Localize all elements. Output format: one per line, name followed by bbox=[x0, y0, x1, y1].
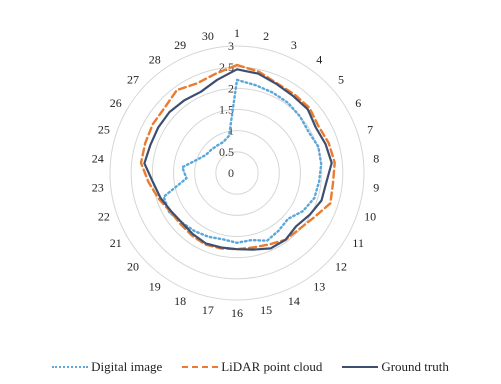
category-labels: 1 234567891011121314151617181920212223242… bbox=[92, 26, 379, 320]
category-label-12: 12 bbox=[335, 260, 347, 274]
radial-tick-label-6: 3 bbox=[228, 39, 234, 53]
category-label-30: 30 bbox=[202, 29, 214, 43]
category-label-10: 10 bbox=[364, 209, 376, 223]
legend: Digital image LiDAR point cloud Ground t… bbox=[0, 355, 501, 379]
legend-item-ground-truth: Ground truth bbox=[342, 359, 449, 375]
legend-swatch-digital-image bbox=[52, 366, 89, 368]
category-label-1: 1 bbox=[234, 26, 240, 40]
category-label-2: 2 bbox=[263, 29, 269, 43]
category-label-14: 14 bbox=[288, 294, 300, 308]
radial-tick-label-2: 1 bbox=[228, 124, 234, 138]
category-label-9: 9 bbox=[373, 181, 379, 195]
category-label-13: 13 bbox=[313, 279, 325, 293]
category-label-5: 5 bbox=[338, 72, 344, 86]
radial-tick-labels: 00.511.522.53 bbox=[219, 39, 234, 180]
legend-label-lidar-point-cloud: LiDAR point cloud bbox=[221, 359, 323, 374]
category-label-28: 28 bbox=[149, 53, 161, 67]
radial-tick-label-3: 1.5 bbox=[219, 103, 234, 117]
category-label-22: 22 bbox=[98, 209, 110, 223]
radar-grid bbox=[109, 45, 365, 301]
grid-ring-5 bbox=[130, 66, 344, 280]
radial-tick-label-1: 0.5 bbox=[219, 145, 234, 159]
legend-item-digital-image: Digital image bbox=[52, 359, 162, 375]
category-label-23: 23 bbox=[92, 181, 104, 195]
category-label-26: 26 bbox=[110, 96, 122, 110]
category-label-20: 20 bbox=[127, 260, 139, 274]
category-label-16: 16 bbox=[231, 306, 243, 320]
legend-swatch-ground-truth bbox=[342, 366, 379, 368]
legend-swatch-lidar-point-cloud bbox=[182, 366, 219, 368]
grid-ring-6 bbox=[109, 45, 365, 301]
series-line-digital-image bbox=[162, 78, 323, 245]
category-label-18: 18 bbox=[174, 294, 186, 308]
category-label-11: 11 bbox=[352, 236, 364, 250]
category-label-19: 19 bbox=[149, 279, 161, 293]
category-label-24: 24 bbox=[92, 151, 104, 165]
category-label-3: 3 bbox=[291, 38, 297, 52]
category-label-4: 4 bbox=[316, 53, 322, 67]
series-lines bbox=[139, 63, 336, 251]
grid-ring-3 bbox=[173, 109, 301, 237]
category-label-21: 21 bbox=[110, 236, 122, 250]
category-label-27: 27 bbox=[127, 72, 139, 86]
grid-ring-1 bbox=[215, 151, 259, 195]
category-label-7: 7 bbox=[367, 123, 373, 137]
category-label-6: 6 bbox=[355, 96, 361, 110]
legend-label-digital-image: Digital image bbox=[91, 359, 163, 374]
radial-tick-label-4: 2 bbox=[228, 81, 234, 95]
category-label-17: 17 bbox=[202, 303, 214, 317]
grid-ring-2 bbox=[194, 130, 280, 216]
category-label-29: 29 bbox=[174, 38, 186, 52]
legend-label-ground-truth: Ground truth bbox=[381, 359, 449, 374]
radial-tick-label-0: 0 bbox=[228, 166, 234, 180]
category-label-25: 25 bbox=[98, 123, 110, 137]
category-label-8: 8 bbox=[373, 151, 379, 165]
series-line-ground-truth bbox=[143, 68, 333, 251]
radar-chart: 1 234567891011121314151617181920212223242… bbox=[92, 26, 379, 320]
category-label-15: 15 bbox=[260, 303, 272, 317]
legend-item-lidar-point-cloud: LiDAR point cloud bbox=[182, 359, 322, 375]
